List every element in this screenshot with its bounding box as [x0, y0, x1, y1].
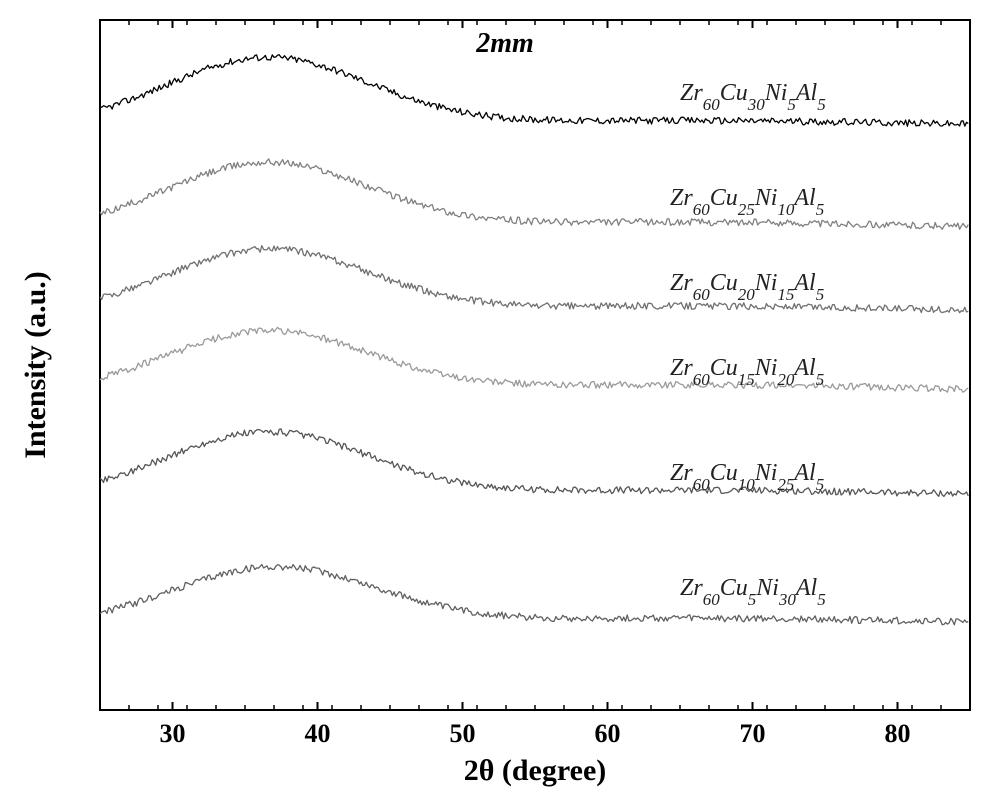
- svg-text:60: 60: [595, 719, 621, 748]
- xrd-chart: 30 40 50 60 70 80 2θ (degree) Intensity (a.u.) 2…: [0, 0, 1000, 801]
- svg-text:40: 40: [305, 719, 331, 748]
- svg-text:70: 70: [740, 719, 766, 748]
- svg-text:80: 80: [885, 719, 911, 748]
- chart-svg: 30 40 50 60 70 80 2θ (degree) Intensity (a.u.) 2…: [0, 0, 1000, 801]
- svg-text:Intensity (a.u.): Intensity (a.u.): [19, 271, 52, 459]
- svg-text:2mm: 2mm: [475, 28, 534, 59]
- svg-text:30: 30: [160, 719, 186, 748]
- svg-text:2θ (degree): 2θ (degree): [464, 754, 607, 787]
- svg-text:50: 50: [450, 719, 476, 748]
